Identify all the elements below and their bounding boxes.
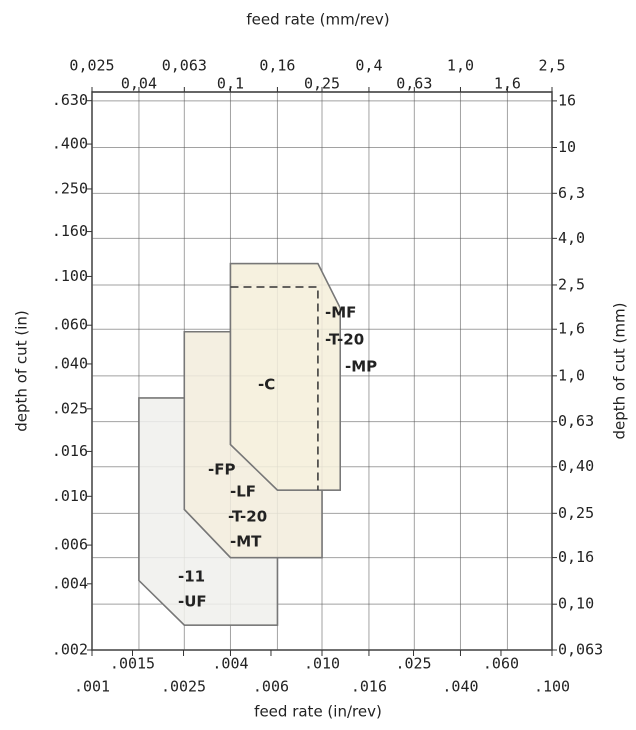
x2-axis-title: feed rate (in/rev): [254, 703, 382, 721]
y-tick-label: 2,5: [558, 275, 585, 293]
y-tick-label: 0,40: [558, 457, 594, 475]
zone-label: -C: [258, 376, 275, 394]
x2-tick-label: .006: [253, 678, 289, 696]
zone-label: -MT: [230, 533, 262, 551]
x2-tick-label: .100: [534, 678, 570, 696]
zone-label: -T-20: [228, 508, 267, 526]
region-outline: [230, 264, 340, 490]
y-tick-label: 0,10: [558, 595, 594, 613]
x-tick-label: 0,25: [304, 75, 340, 93]
y-tick-label: 6,3: [558, 184, 585, 202]
y-tick-label: 0,063: [558, 641, 603, 659]
x-tick-label: 0,063: [162, 57, 207, 75]
zone-label: -11: [178, 568, 205, 586]
y2-tick-label: .160: [52, 222, 88, 240]
x2-tick-label: .060: [483, 655, 519, 673]
zone-label: -UF: [178, 593, 207, 611]
zone-label: -LF: [230, 483, 256, 501]
zone-label: -MP: [345, 358, 377, 376]
x-tick-label: 1,0: [447, 57, 474, 75]
y-tick-label: 10: [558, 138, 576, 156]
x-tick-label: 2,5: [538, 57, 565, 75]
y-tick-label: 1,6: [558, 320, 585, 338]
zone-label: -FP: [208, 461, 235, 479]
zone-label: -MF: [325, 304, 356, 322]
y-axis-title: depth of cut (mm): [611, 303, 629, 440]
y-tick-label: 0,25: [558, 504, 594, 522]
y-tick-label: 4,0: [558, 229, 585, 247]
y2-axis-title: depth of cut (in): [13, 310, 31, 431]
x2-tick-label: .001: [74, 678, 110, 696]
y2-tick-label: .002: [52, 641, 88, 659]
y2-tick-label: .040: [52, 354, 88, 372]
y2-tick-label: .400: [52, 135, 88, 153]
x-tick-label: 0,63: [396, 75, 432, 93]
x2-tick-label: .010: [304, 655, 340, 673]
y2-tick-label: .250: [52, 179, 88, 197]
x-axis-title: feed rate (mm/rev): [246, 11, 389, 29]
y2-tick-label: .060: [52, 316, 88, 334]
x2-tick-label: .0025: [161, 678, 206, 696]
y2-tick-label: .010: [52, 487, 88, 505]
x2-tick-label: .016: [351, 678, 387, 696]
y-tick-label: 1,0: [558, 366, 585, 384]
chart: feed rate (mm/rev) feed rate (in/rev) de…: [0, 0, 636, 726]
y-tick-label: 0,16: [558, 548, 594, 566]
y-tick-label: 16: [558, 91, 576, 109]
y2-tick-label: .004: [52, 574, 88, 592]
y2-tick-label: .025: [52, 399, 88, 417]
x-tick-label: 0,16: [259, 57, 295, 75]
x-tick-label: 1,6: [494, 75, 521, 93]
x2-tick-label: .025: [395, 655, 431, 673]
y2-tick-label: .100: [52, 267, 88, 285]
x-tick-label: 0,1: [217, 75, 244, 93]
y2-tick-label: .006: [52, 536, 88, 554]
y-tick-label: 0,63: [558, 412, 594, 430]
x2-tick-label: .004: [212, 655, 248, 673]
x2-tick-label: .040: [442, 678, 478, 696]
y2-tick-label: .630: [52, 91, 88, 109]
x-tick-label: 0,025: [69, 57, 114, 75]
x-tick-label: 0,4: [355, 57, 382, 75]
y2-tick-label: .016: [52, 442, 88, 460]
x2-tick-label: .0015: [110, 655, 155, 673]
zone-label: -T-20: [325, 331, 364, 349]
x-tick-label: 0,04: [121, 75, 157, 93]
